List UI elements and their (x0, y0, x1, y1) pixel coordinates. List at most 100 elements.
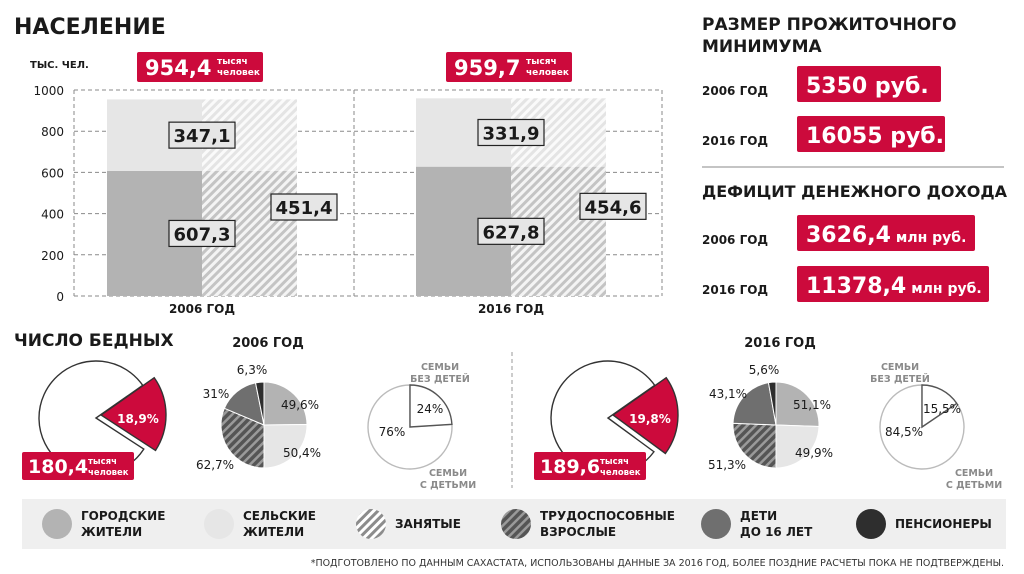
population-y-axis: 0 200 400 600 800 1000 (33, 84, 64, 304)
y-tick-label: 0 (56, 290, 64, 304)
pie-pensioners (767, 381, 777, 426)
subsistence-year-2016: 2016 ГОД (702, 134, 768, 148)
total-unit-2: человек (217, 68, 260, 78)
deficit-unit-2016: млн руб. (911, 281, 982, 297)
poor-total-unit-2: человек (600, 468, 641, 478)
families-no-children-label: 15,5% (923, 402, 961, 416)
families-with-children-name-2: С ДЕТЬМИ (946, 480, 1002, 491)
subsistence-badge-2016 (797, 116, 945, 152)
deficit-title: ДЕФИЦИТ ДЕНЕЖНОГО ДОХОДА (702, 182, 1008, 201)
subsistence-value-2016: 16055 руб. (806, 124, 944, 149)
poor-share-label: 18,9% (117, 412, 159, 426)
legend-label-2: ВЗРОСЛЫЕ (540, 525, 616, 539)
pie-pensioners (254, 381, 265, 426)
pie-urban-label: 49,6% (281, 398, 319, 412)
legend-label-1: СЕЛЬСКИЕ (243, 509, 316, 523)
subsistence-badge-2006 (797, 66, 941, 102)
poor-total-unit-1: тысяч (88, 457, 117, 467)
bar-label-rural: 331,9 (483, 123, 540, 144)
legend-item-children: ДЕТИ ДО 16 ЛЕТ (701, 509, 813, 539)
legend: ГОРОДСКИЕ ЖИТЕЛИ СЕЛЬСКИЕ ЖИТЕЛИ ЗАНЯТЫЕ ТРУД… (42, 509, 992, 539)
deficit-unit-2006: млн руб. (896, 230, 967, 246)
pie-rural-label: 49,9% (795, 446, 833, 460)
legend-swatch (501, 509, 531, 539)
bar-label-rural-box (477, 118, 545, 147)
families-no-children-name-2: БЕЗ ДЕТЕЙ (870, 373, 930, 385)
deficit-badge-2006 (797, 215, 975, 251)
subsistence-year-2006: 2006 ГОД (702, 84, 768, 98)
footnote: *ПОДГОТОВЛЕНО ПО ДАННЫМ САХАСТАТА, ИСПОЛ… (311, 558, 1004, 569)
families-no-children-name-2: БЕЗ ДЕТЕЙ (410, 373, 470, 385)
poor-share-slice (611, 376, 679, 455)
bar-label-urban: 627,8 (483, 222, 540, 243)
deficit-badge-2016-text: 11378,4 млн руб. (806, 274, 982, 299)
poor-total-unit-1: тысяч (600, 457, 629, 467)
legend-swatch (856, 509, 886, 539)
deficit-value-2006: 3626,4 (806, 223, 891, 248)
pie-pensioners-label: 5,6% (749, 363, 780, 377)
subsistence-value-2006: 5350 руб. (806, 74, 929, 99)
total-unit-1: тысяч (526, 57, 557, 67)
poor-year-label: 2016 ГОД (744, 336, 816, 351)
families-no-children (409, 384, 453, 428)
y-tick-label: 200 (41, 249, 64, 263)
pie-children-label: 31% (203, 387, 230, 401)
bar-label-rural-box (168, 121, 236, 149)
pie-children-label: 43,1% (709, 387, 747, 401)
bar-label-employed-box (270, 193, 338, 221)
total-unit-1: тысяч (217, 57, 248, 67)
poor-total-badge (534, 452, 646, 480)
legend-swatch (701, 509, 731, 539)
legend-swatch (42, 509, 72, 539)
total-badge (446, 52, 572, 82)
x-tick-label: 2016 ГОД (478, 302, 544, 316)
y-tick-label: 400 (41, 208, 64, 222)
families-with-children-name-1: СЕМЬИ (429, 468, 467, 479)
bar-label-urban: 607,3 (174, 224, 231, 245)
bar-label-employed: 451,4 (276, 198, 333, 219)
total-value: 954,4 (145, 56, 211, 80)
families-with-children-label: 76% (379, 425, 406, 439)
pie-urban (775, 381, 820, 428)
legend-swatch (204, 509, 234, 539)
y-tick-label: 800 (41, 125, 64, 139)
poor-total-value: 189,6 (540, 456, 600, 478)
pie-rural (775, 424, 820, 469)
legend-label-1: ПЕНСИОНЕРЫ (895, 517, 992, 531)
x-tick-label: 2006 ГОД (169, 302, 235, 316)
legend-item-employed: ЗАНЯТЫЕ (356, 509, 461, 539)
legend-label-2: ЖИТЕЛИ (81, 525, 142, 539)
families-with-children-label: 84,5% (885, 425, 923, 439)
pie-pensioners-label: 6,3% (237, 363, 268, 377)
poor-total-badge (22, 452, 134, 480)
total-value: 959,7 (454, 56, 520, 80)
bar-label-urban-box (168, 219, 236, 248)
deficit-year-2006: 2006 ГОД (702, 233, 768, 247)
legend-item-pensioners: ПЕНСИОНЕРЫ (856, 509, 992, 539)
pie-able-label: 51,3% (708, 458, 746, 472)
poor-title: ЧИСЛО БЕДНЫХ (14, 331, 174, 351)
legend-label-1: ДЕТИ (740, 509, 777, 523)
poor-year-label: 2006 ГОД (232, 336, 304, 351)
pie-children (732, 382, 777, 426)
pie-urban (263, 381, 308, 426)
families-no-children-name-1: СЕМЬИ (421, 362, 459, 373)
pie-able (732, 422, 777, 469)
deficit-year-2016: 2016 ГОД (702, 283, 768, 297)
legend-label-2: ДО 16 ЛЕТ (740, 525, 813, 539)
families-no-children (921, 384, 958, 429)
legend-item-urban: ГОРОДСКИЕ ЖИТЕЛИ (42, 509, 165, 539)
legend-label-1: ЗАНЯТЫЕ (395, 517, 461, 531)
pie-rural-label: 50,4% (283, 446, 321, 460)
poor-share-slice (99, 376, 167, 452)
legend-swatch (356, 509, 386, 539)
population-ylabel: ТЫС. ЧЕЛ. (30, 60, 89, 71)
pie-rural (263, 423, 308, 469)
families-no-children-label: 24% (417, 402, 444, 416)
poor-total-unit-2: человек (88, 468, 129, 478)
